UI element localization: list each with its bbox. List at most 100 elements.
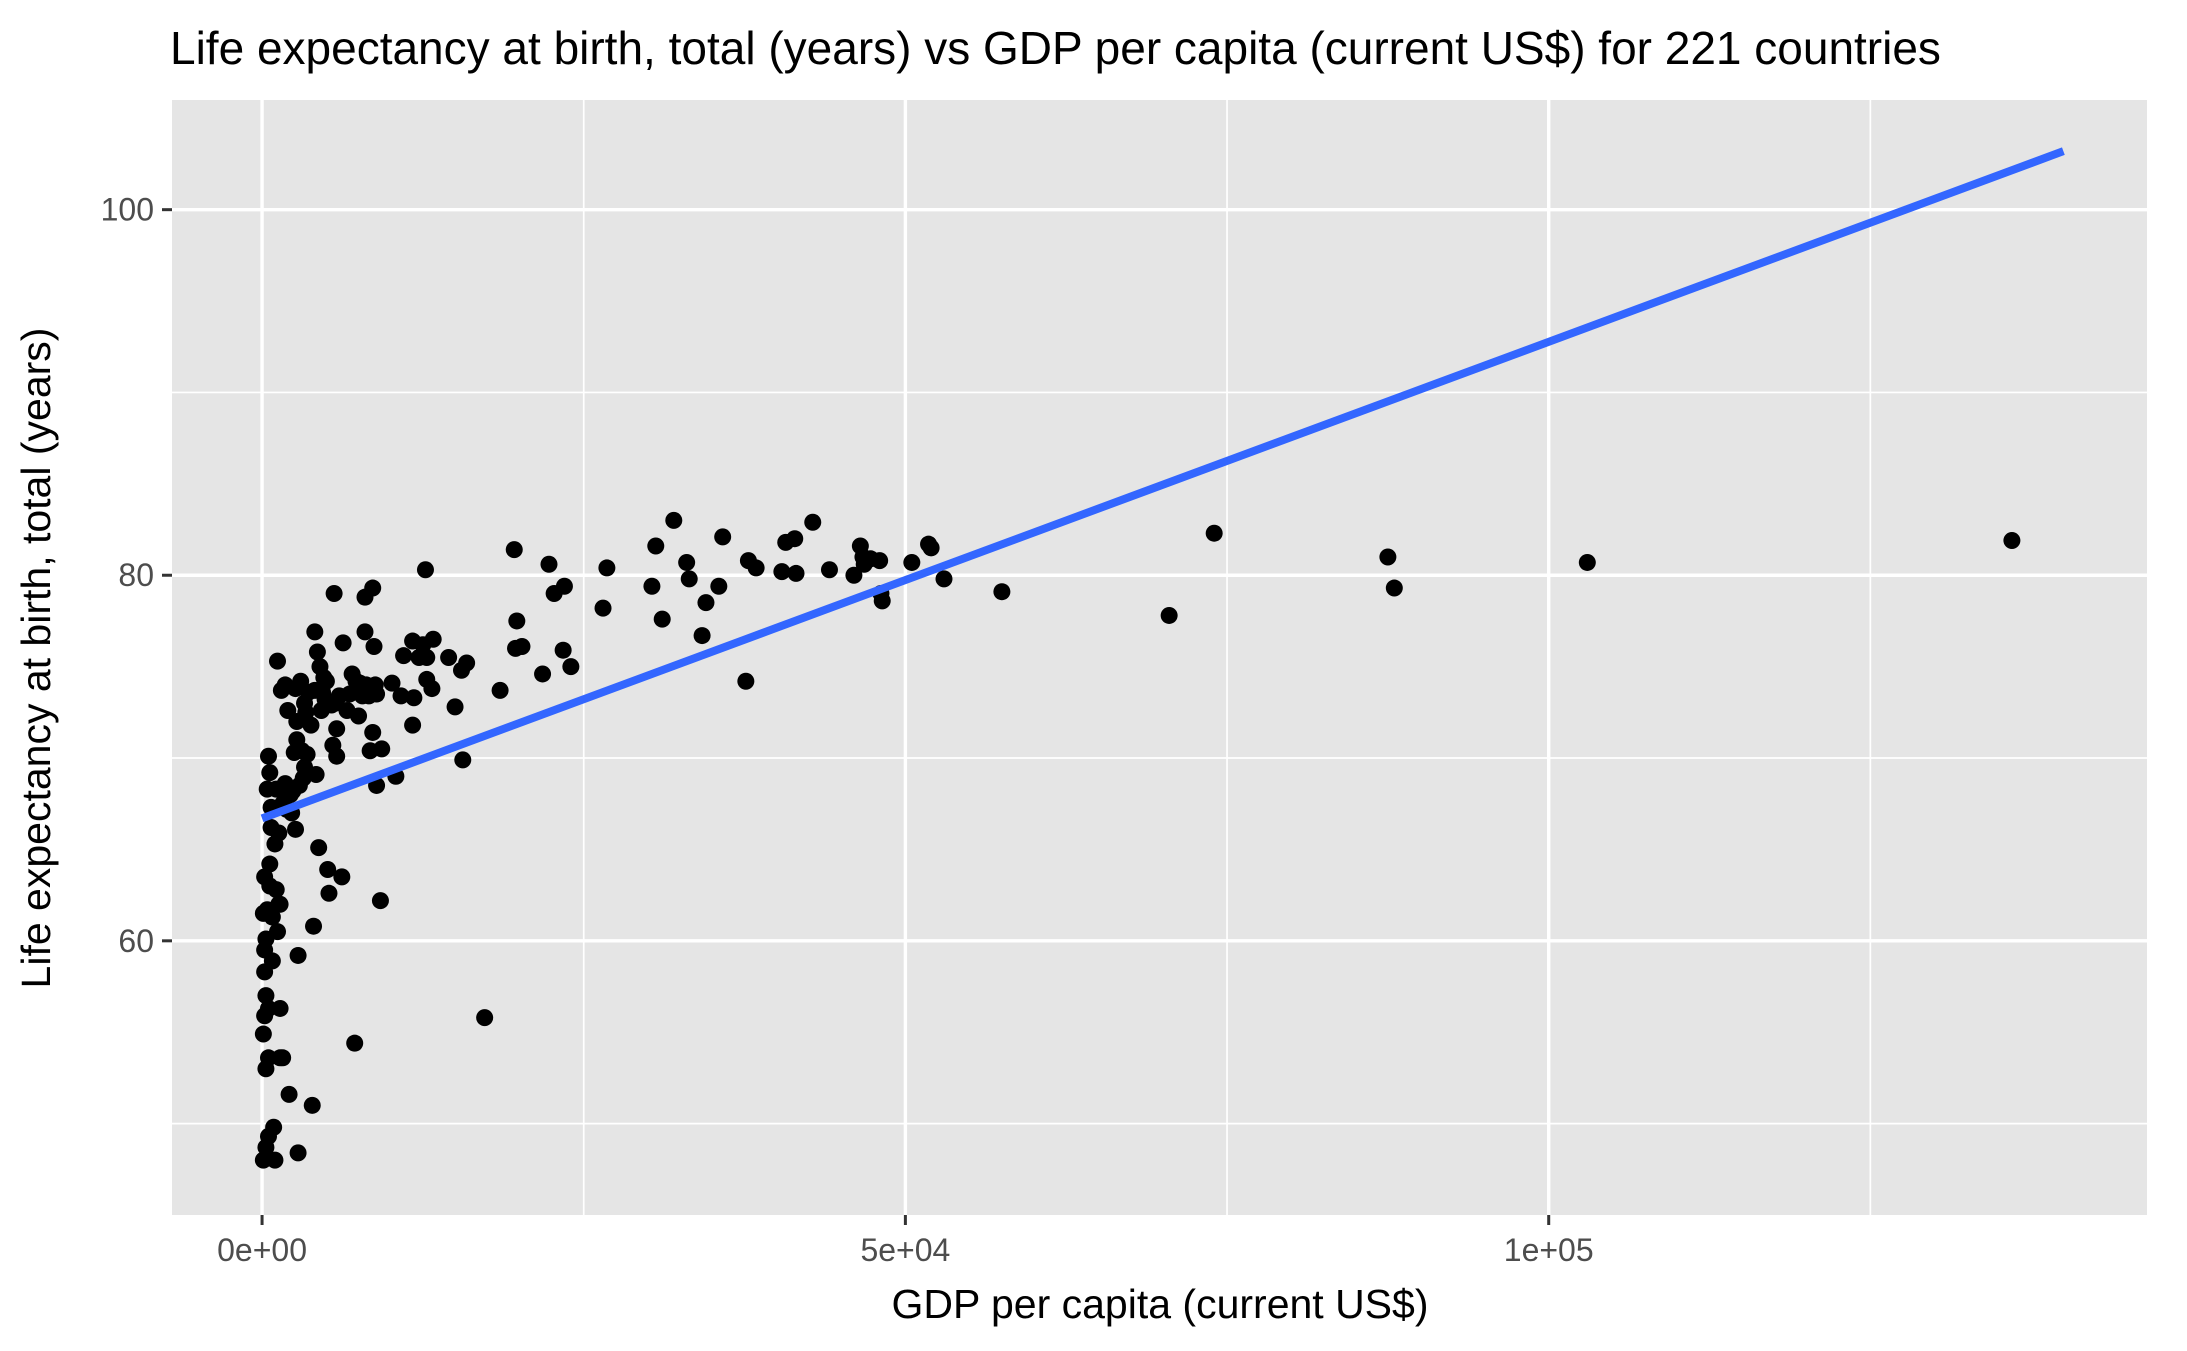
data-point	[491, 681, 509, 699]
data-point	[259, 747, 277, 765]
data-point	[257, 987, 275, 1005]
data-point	[440, 649, 458, 666]
data-point	[643, 577, 661, 595]
data-point	[266, 835, 284, 853]
data-point	[714, 528, 732, 546]
data-point	[739, 552, 757, 570]
y-tick-label: 80	[118, 557, 154, 593]
data-point	[2003, 532, 2021, 550]
data-point	[285, 744, 303, 762]
data-point	[804, 513, 822, 531]
data-point	[324, 736, 342, 754]
data-point	[562, 658, 580, 676]
data-point	[333, 868, 351, 886]
y-tick-label: 100	[101, 192, 154, 228]
data-point	[653, 610, 671, 628]
data-point	[545, 585, 563, 603]
data-point	[554, 641, 572, 659]
data-point	[446, 698, 464, 716]
data-point	[993, 583, 1011, 601]
plot-panel	[172, 100, 2147, 1215]
data-point	[418, 670, 436, 688]
trend-line	[260, 147, 2065, 823]
data-point	[356, 623, 374, 641]
data-point	[288, 712, 306, 730]
data-point	[261, 877, 279, 895]
x-tick-label: 5e+04	[860, 1232, 950, 1268]
data-points	[254, 511, 2021, 1169]
data-point	[328, 720, 346, 738]
data-point	[289, 946, 307, 964]
data-point	[365, 638, 383, 656]
data-point	[773, 563, 791, 581]
data-point	[777, 533, 795, 551]
data-point	[287, 820, 305, 838]
data-point	[305, 917, 323, 935]
data-point	[308, 643, 326, 661]
data-point	[325, 585, 343, 603]
data-point	[665, 511, 683, 529]
data-point	[405, 689, 423, 707]
data-point	[710, 577, 728, 595]
data-point	[262, 818, 280, 836]
data-point	[416, 561, 434, 579]
x-tick-label: 1e+05	[1504, 1232, 1594, 1268]
data-point	[353, 687, 371, 705]
data-point	[303, 1096, 321, 1114]
data-point	[346, 1034, 364, 1052]
data-point	[269, 652, 287, 670]
trend-line-group	[260, 147, 2065, 823]
data-point	[296, 694, 314, 712]
data-point	[258, 780, 276, 798]
data-point	[274, 1049, 292, 1067]
data-point	[256, 963, 274, 981]
data-point	[364, 723, 382, 741]
data-point	[261, 855, 279, 873]
data-point	[288, 731, 306, 749]
data-point	[540, 555, 558, 573]
data-point	[410, 649, 428, 666]
data-point	[678, 553, 696, 571]
data-point	[334, 634, 352, 652]
data-point	[452, 661, 470, 679]
data-point	[254, 904, 272, 922]
data-point	[920, 535, 938, 553]
data-point	[787, 564, 805, 582]
data-point	[356, 588, 374, 606]
data-point	[737, 672, 755, 690]
data-point	[598, 559, 616, 577]
data-point	[845, 566, 863, 584]
data-point	[505, 541, 523, 559]
data-point	[476, 1009, 494, 1027]
data-point	[302, 716, 320, 734]
data-point	[256, 1007, 274, 1025]
data-point	[534, 665, 552, 683]
data-point	[404, 716, 422, 734]
data-point	[647, 537, 665, 555]
data-point	[1385, 579, 1403, 597]
data-point	[383, 674, 401, 692]
x-axis-title: GDP per capita (current US$)	[891, 1281, 1428, 1327]
axes: 0e+00 5e+04 1e+05 60 80 100	[101, 192, 1594, 1268]
x-tick-label: 0e+00	[217, 1232, 307, 1268]
data-point	[594, 599, 612, 617]
data-point	[271, 895, 289, 913]
data-point	[371, 892, 389, 910]
data-point	[310, 839, 328, 857]
data-point	[454, 751, 472, 769]
data-point	[257, 1060, 275, 1078]
data-point	[289, 1144, 307, 1162]
data-point	[693, 627, 711, 645]
data-point	[508, 612, 526, 630]
y-axis-title: Life expectancy at birth, total (years)	[13, 328, 59, 989]
data-point	[1379, 548, 1397, 566]
data-point	[361, 742, 379, 760]
data-point	[903, 553, 921, 571]
data-point	[311, 658, 329, 676]
data-point	[261, 764, 279, 782]
data-point	[680, 570, 698, 588]
data-point	[276, 676, 294, 694]
data-point	[392, 687, 410, 705]
data-point	[296, 758, 314, 776]
